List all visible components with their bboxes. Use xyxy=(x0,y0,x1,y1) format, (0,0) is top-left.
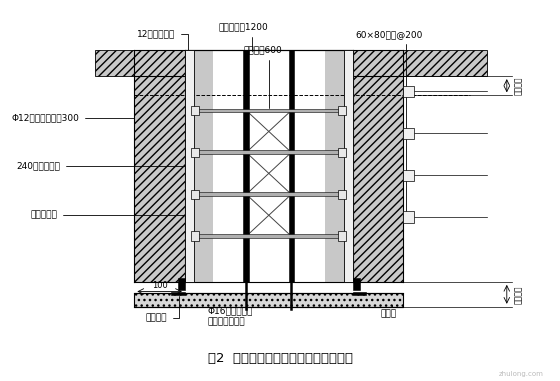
Bar xyxy=(192,190,199,199)
Bar xyxy=(194,234,344,238)
Text: Φ12螺杆纵横间距300: Φ12螺杆纵横间距300 xyxy=(11,98,134,123)
Bar xyxy=(338,190,346,199)
Bar xyxy=(178,278,185,290)
Bar xyxy=(403,211,414,223)
Bar xyxy=(403,170,414,181)
Bar xyxy=(194,150,344,154)
Bar xyxy=(288,50,294,282)
Text: 12厚竹胶合板: 12厚竹胶合板 xyxy=(137,30,188,62)
Bar xyxy=(403,128,414,139)
Text: 预埋钢筋头: 预埋钢筋头 xyxy=(31,211,190,234)
Bar xyxy=(134,50,185,282)
Text: 止水钢板: 止水钢板 xyxy=(146,296,179,323)
Bar xyxy=(192,232,199,241)
Text: 100: 100 xyxy=(152,280,167,290)
Bar xyxy=(194,192,344,196)
Text: 图2  电梯井坑、集水井坑处模板支设图: 图2 电梯井坑、集水井坑处模板支设图 xyxy=(208,352,352,365)
Bar xyxy=(403,50,487,76)
Bar xyxy=(325,50,353,282)
Text: 240厚砖砌地模: 240厚砖砌地模 xyxy=(17,161,190,192)
Bar xyxy=(171,292,185,295)
Bar xyxy=(185,50,213,282)
Bar xyxy=(338,232,346,241)
Bar xyxy=(95,50,134,76)
Text: Φ16钢筋支撑焊: Φ16钢筋支撑焊 xyxy=(207,296,253,315)
Bar xyxy=(403,86,414,97)
Text: 60×80木枋@200: 60×80木枋@200 xyxy=(356,30,423,215)
Text: 底板厚度: 底板厚度 xyxy=(514,285,522,304)
Bar xyxy=(344,50,353,282)
Bar xyxy=(192,106,199,115)
Text: 底板厚度: 底板厚度 xyxy=(514,77,522,95)
Text: 据于底板钢筋上: 据于底板钢筋上 xyxy=(207,317,245,327)
Bar xyxy=(185,50,353,282)
Bar xyxy=(192,147,199,157)
Bar xyxy=(185,50,194,282)
Text: 横杆步距600: 横杆步距600 xyxy=(244,45,282,108)
Text: 立杆纵横距1200: 立杆纵横距1200 xyxy=(218,22,268,51)
Bar xyxy=(353,50,403,282)
Bar xyxy=(353,292,366,295)
Bar xyxy=(353,278,360,290)
Bar xyxy=(338,106,346,115)
Text: 砼垫层: 砼垫层 xyxy=(381,305,397,319)
Bar xyxy=(194,109,344,112)
Text: zhulong.com: zhulong.com xyxy=(498,371,543,377)
Bar xyxy=(134,293,403,307)
Bar xyxy=(244,50,249,282)
Bar xyxy=(338,147,346,157)
